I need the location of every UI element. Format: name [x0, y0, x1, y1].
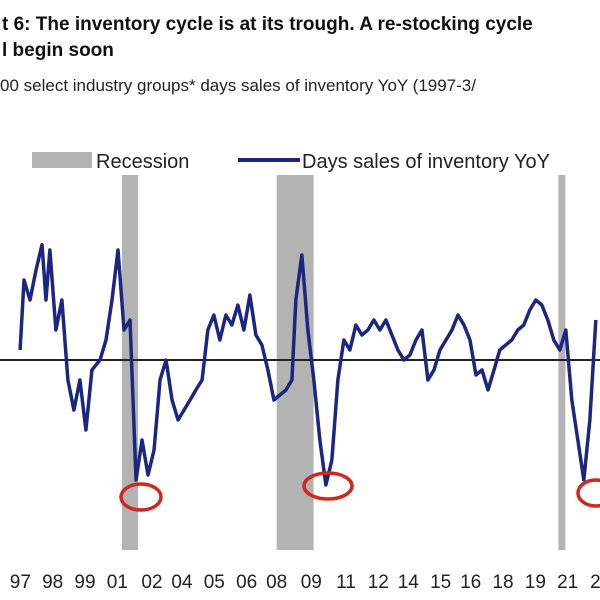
legend-swatch	[32, 152, 92, 168]
trough-circle	[302, 471, 354, 501]
x-tick-label: 09	[301, 572, 322, 593]
x-tick-label: 15	[430, 572, 451, 593]
x-tick-label: 02	[141, 572, 162, 593]
x-tick-label: 12	[368, 572, 389, 593]
x-tick-label: 18	[492, 572, 513, 593]
x-tick-label: 06	[236, 572, 257, 593]
recession-band	[558, 175, 566, 550]
x-tick-label: 11	[336, 572, 356, 593]
x-tick-label: 04	[171, 572, 193, 593]
x-tick-label: 08	[266, 572, 287, 593]
recession-band	[276, 175, 314, 550]
x-tick-label: 2	[590, 572, 600, 593]
chart-title: t 6: The inventory cycle is at its troug…	[2, 14, 533, 35]
x-tick-label: 14	[398, 572, 420, 593]
x-tick-label: 98	[42, 572, 63, 593]
chart-title-line2: l begin soon	[2, 40, 114, 61]
legend: Recession Days sales of inventory YoY	[32, 151, 550, 173]
x-tick-label: 16	[460, 572, 481, 593]
x-tick-label: 99	[74, 572, 95, 593]
trough-circle	[119, 482, 163, 512]
x-tick-label: 19	[525, 572, 546, 593]
x-tick-label: 05	[204, 572, 225, 593]
x-tick-label: 01	[107, 572, 128, 593]
data-line	[18, 242, 598, 487]
plot-area: 97 98 99 01 02 04 05 06 08 09 11 12 14 15 16 18 19 21 2	[0, 175, 600, 593]
trough-circle	[576, 478, 600, 508]
annotations	[119, 471, 600, 512]
x-tick-label: 21	[557, 572, 578, 593]
x-tick-label: 97	[10, 572, 31, 593]
chart-subtitle: 00 select industry groups* days sales of…	[0, 76, 476, 95]
legend-label: Recession	[96, 151, 189, 173]
legend-label: Days sales of inventory YoY	[302, 151, 550, 173]
